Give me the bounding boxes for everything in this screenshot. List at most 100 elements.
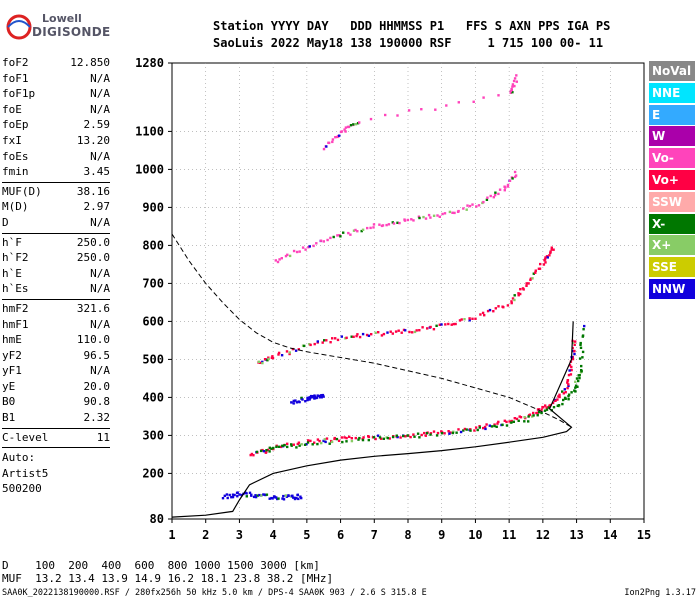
echo-point-2	[440, 323, 443, 326]
echo-point-3	[438, 215, 441, 218]
echo-point-5	[291, 494, 294, 497]
legend-item-vo-4: Vo-	[649, 148, 695, 169]
echo-point-4	[369, 117, 373, 121]
param-value: 13.20	[76, 133, 110, 147]
echo-point-5	[245, 492, 248, 495]
echo-point-0	[300, 443, 303, 446]
echo-point-2	[552, 248, 555, 251]
echo-point-6	[306, 398, 309, 402]
echo-point-2	[340, 335, 343, 338]
auto-line3: 500200	[2, 482, 42, 496]
param-row: yF2 96.5	[2, 349, 110, 365]
param-separator	[2, 298, 110, 300]
echo-point-2	[506, 304, 510, 307]
echo-point-0	[518, 415, 521, 418]
legend-item-nnw-10: NNW	[649, 278, 695, 299]
echo-point-0	[424, 434, 427, 437]
echo-point-1	[563, 396, 567, 400]
echo-point-2	[377, 331, 380, 334]
echo-point-0	[573, 352, 576, 356]
param-row: B0 90.8	[2, 395, 110, 411]
echo-point-2	[365, 333, 369, 337]
echo-point-3	[417, 215, 421, 218]
echo-point-3	[477, 204, 481, 207]
echo-point-0	[505, 420, 508, 424]
echo-point-3	[372, 226, 375, 229]
echo-point-5	[231, 493, 235, 496]
param-value: 2.59	[83, 118, 111, 132]
echo-point-0	[535, 411, 538, 415]
echo-point-2	[352, 335, 355, 338]
param-separator	[2, 427, 110, 429]
echo-point-2	[517, 292, 520, 295]
echo-point-3	[506, 185, 510, 188]
echo-point-1	[579, 343, 582, 346]
echo-point-0	[482, 426, 485, 430]
echo-point-1	[345, 440, 348, 443]
echo-point-1	[510, 421, 513, 424]
echo-point-2	[525, 282, 528, 285]
echo-point-3	[301, 246, 305, 249]
echo-point-4	[434, 108, 437, 111]
echo-point-3	[453, 211, 456, 215]
param-row: B1 2.32	[2, 411, 110, 427]
echo-point-3	[385, 223, 388, 227]
echo-point-3	[441, 212, 444, 216]
echo-point-3	[448, 210, 452, 214]
echo-point-2	[525, 284, 528, 287]
echo-point-4	[331, 138, 335, 141]
x-tick-label: 13	[569, 528, 583, 542]
echo-point-5	[254, 494, 257, 497]
echo-point-0	[399, 436, 402, 439]
param-value: N/A	[90, 87, 110, 101]
param-name: h`F	[2, 235, 22, 249]
echo-point-1	[435, 434, 439, 437]
echo-point-1	[378, 436, 382, 439]
param-row: foEp 2.59	[2, 118, 110, 134]
x-tick-label: 15	[637, 528, 651, 542]
echo-point-0	[343, 436, 346, 439]
echo-point-3	[396, 221, 399, 224]
echo-point-0	[447, 430, 450, 433]
echo-point-3	[369, 226, 372, 230]
param-value: 11	[96, 430, 110, 444]
x-tick-label: 8	[404, 528, 411, 542]
echo-point-1	[255, 450, 259, 454]
param-value: 3.45	[83, 165, 111, 179]
legend-item-ssw-6: SSW	[649, 191, 695, 212]
param-row: foF1 N/A	[2, 72, 110, 88]
echo-point-2	[550, 246, 553, 249]
echo-point-0	[485, 423, 488, 426]
echo-point-1	[306, 441, 310, 444]
echo-point-2	[550, 248, 553, 251]
echo-point-3	[424, 217, 428, 220]
echo-point-1	[478, 426, 481, 429]
echo-point-3	[506, 183, 510, 187]
legend-item-e-2: E	[649, 104, 695, 125]
echo-point-6	[292, 399, 295, 403]
echo-point-2	[257, 360, 260, 363]
echo-point-2	[356, 333, 359, 336]
echo-point-0	[463, 427, 467, 431]
echo-point-1	[262, 450, 266, 453]
param-separator	[2, 181, 110, 183]
echo-point-4	[513, 84, 516, 88]
echo-point-2	[271, 355, 274, 358]
echo-point-0	[379, 437, 383, 440]
echo-point-5	[275, 496, 278, 499]
muf-curve-line	[171, 233, 572, 428]
echo-point-2	[294, 349, 298, 352]
echo-point-3	[298, 250, 301, 253]
echo-point-6	[304, 400, 307, 403]
echo-point-1	[277, 445, 281, 448]
echo-point-3	[494, 191, 497, 194]
echo-point-4	[338, 134, 341, 137]
echo-point-5	[287, 494, 290, 498]
echo-point-3	[308, 245, 311, 248]
echo-point-0	[568, 369, 571, 372]
legend-item-nne-1: NNE	[649, 82, 695, 103]
echo-point-0	[574, 340, 577, 343]
param-row: C-level 11	[2, 431, 110, 447]
param-name: MUF(D)	[2, 184, 42, 198]
echo-point-1	[386, 436, 390, 440]
